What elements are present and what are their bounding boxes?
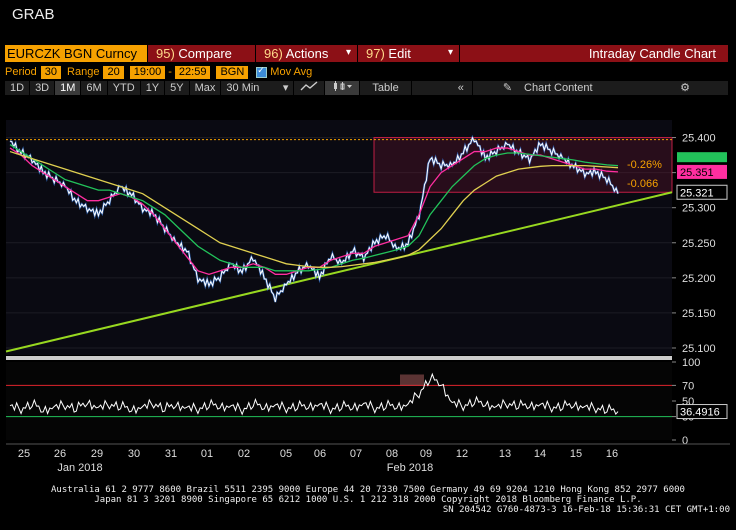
plot-background: [6, 120, 672, 355]
month-label-jan: Jan 2018: [57, 462, 102, 474]
compare-button[interactable]: 95) Compare: [147, 45, 255, 62]
gear-icon[interactable]: ⚙: [680, 82, 690, 94]
time-from-input[interactable]: 19:00: [129, 65, 166, 79]
actions-label: Actions: [285, 46, 329, 61]
x-tick-label: 15: [570, 448, 582, 460]
y-tick-label: 25.200: [682, 273, 716, 285]
range-button-6m[interactable]: 6M: [81, 81, 108, 95]
ma-last-tag: [677, 164, 727, 179]
mov-avg-checkbox[interactable]: [256, 65, 268, 78]
range-button-ytd[interactable]: YTD: [108, 81, 141, 95]
x-tick-label: 16: [606, 448, 618, 460]
range-buttons: 1D 3D 1M 6M YTD 1Y 5Y Max: [5, 81, 222, 95]
time-separator: -: [168, 66, 172, 78]
osc-background: [6, 362, 672, 440]
ma-mid-tag: [677, 152, 727, 163]
pct-change-label: -0.26%: [627, 159, 662, 171]
actions-button[interactable]: 96) Actions ▾: [255, 45, 357, 62]
x-tick-label: 26: [54, 448, 66, 460]
ticker-field[interactable]: EURCZK BGN Curncy: [5, 45, 147, 62]
x-tick-label: 06: [314, 448, 326, 460]
x-tick-label: 12: [456, 448, 468, 460]
osc-y-tick-label: 0: [682, 435, 688, 447]
interval-select[interactable]: 30 Min ▾: [221, 81, 295, 95]
dropdown-icon: ▾: [447, 47, 453, 58]
actions-number: 96): [264, 46, 283, 61]
y-tick-label: 25.300: [682, 203, 716, 215]
footer-copyright: Japan 81 3 3201 8900 Singapore 65 6212 1…: [94, 495, 642, 505]
compare-number: 95): [156, 46, 175, 61]
table-button[interactable]: Table: [360, 81, 412, 95]
range-button-1y[interactable]: 1Y: [141, 81, 166, 95]
x-tick-label: 02: [238, 448, 250, 460]
x-tick-label: 29: [91, 448, 103, 460]
edit-number: 97): [366, 46, 385, 61]
interval-value: 30 Min: [226, 82, 260, 94]
chart-content-button[interactable]: Chart Content: [518, 81, 598, 95]
range-input[interactable]: 20: [103, 65, 124, 79]
oscillator-series: [9, 372, 619, 416]
range-label: Range: [67, 66, 100, 78]
params-bar: Period 30 Range 20 19:00 - 22:59 BGN Mov…: [5, 65, 316, 79]
range-button-1m[interactable]: 1M: [55, 81, 82, 95]
y-tick-label: 25.100: [682, 343, 716, 355]
collapse-icon[interactable]: «: [450, 81, 473, 95]
ma-mid-series: [9, 144, 619, 272]
table-label: Table: [372, 82, 399, 94]
timeframe-bar: 1D 3D 1M 6M YTD 1Y 5Y Max 30 Min ▾ Table « ✎ Ch…: [5, 81, 728, 95]
pane-separator: [6, 356, 672, 360]
edit-button[interactable]: 97) Edit ▾: [357, 45, 459, 62]
y-tick-label: 25.400: [682, 133, 716, 145]
x-tick-label: 31: [165, 448, 177, 460]
osc-y-tick-label: 70: [682, 380, 694, 392]
x-tick-label: 14: [534, 448, 546, 460]
period-input[interactable]: 30: [40, 65, 62, 79]
x-tick-label: 09: [420, 448, 432, 460]
x-tick-label: 07: [350, 448, 362, 460]
x-tick-label: 05: [280, 448, 292, 460]
y-tick-label: 25.250: [682, 238, 716, 250]
x-tick-label: 25: [18, 448, 30, 460]
footer-session: SN 204542 G760-4873-3 16-Feb-18 15:36:31…: [442, 505, 730, 515]
range-button-5y[interactable]: 5Y: [165, 81, 190, 95]
price-chart[interactable]: 25.40025.35025.30025.25025.20025.15025.1…: [0, 97, 736, 485]
dropdown-icon: ▾: [345, 47, 351, 58]
x-tick-label: 30: [128, 448, 140, 460]
window-title: GRAB: [12, 6, 55, 23]
chart-content-label: Chart Content: [524, 82, 593, 94]
trend-line: [5, 191, 673, 353]
price-last-label: 25.321: [680, 187, 714, 199]
edit-label: Edit: [388, 46, 411, 61]
source-input[interactable]: BGN: [216, 65, 249, 79]
time-to-input[interactable]: 22:59: [174, 65, 211, 79]
range-button-max[interactable]: Max: [190, 81, 222, 95]
dropdown-icon: ▾: [282, 82, 289, 94]
chart-type-title: Intraday Candle Chart: [459, 45, 728, 62]
y-tick-label: 25.150: [682, 308, 716, 320]
ma-slow-series: [9, 150, 619, 268]
overbought-highlight: [400, 374, 424, 386]
candle-chart-icon[interactable]: [325, 81, 361, 95]
range-button-1d[interactable]: 1D: [5, 81, 31, 95]
x-tick-label: 01: [201, 448, 213, 460]
footer-contacts: Australia 61 2 9777 8600 Brazil 5511 239…: [51, 485, 685, 495]
period-label: Period: [5, 66, 37, 78]
compare-label: Compare: [178, 46, 232, 61]
footer: Australia 61 2 9777 8600 Brazil 5511 239…: [0, 485, 736, 515]
osc-y-tick-label: 100: [682, 357, 700, 369]
osc-last-tag: [676, 404, 728, 420]
x-tick-label: 08: [386, 448, 398, 460]
line-chart-icon[interactable]: [294, 81, 326, 95]
abs-change-label: -0.066: [627, 178, 658, 190]
highlight-zone: [373, 137, 673, 193]
edit-icon[interactable]: ✎: [502, 82, 513, 94]
ma-last-label: 25.351: [680, 167, 714, 179]
function-toolbar: EURCZK BGN Curncy 95) Compare 96) Action…: [5, 45, 728, 62]
price-last-tag: [676, 184, 728, 200]
month-label-feb: Feb 2018: [387, 462, 433, 474]
osc-last-label: 36.4916: [680, 407, 720, 419]
x-tick-label: 13: [499, 448, 511, 460]
mov-avg-label: Mov Avg: [270, 66, 313, 78]
range-button-3d[interactable]: 3D: [30, 81, 56, 95]
